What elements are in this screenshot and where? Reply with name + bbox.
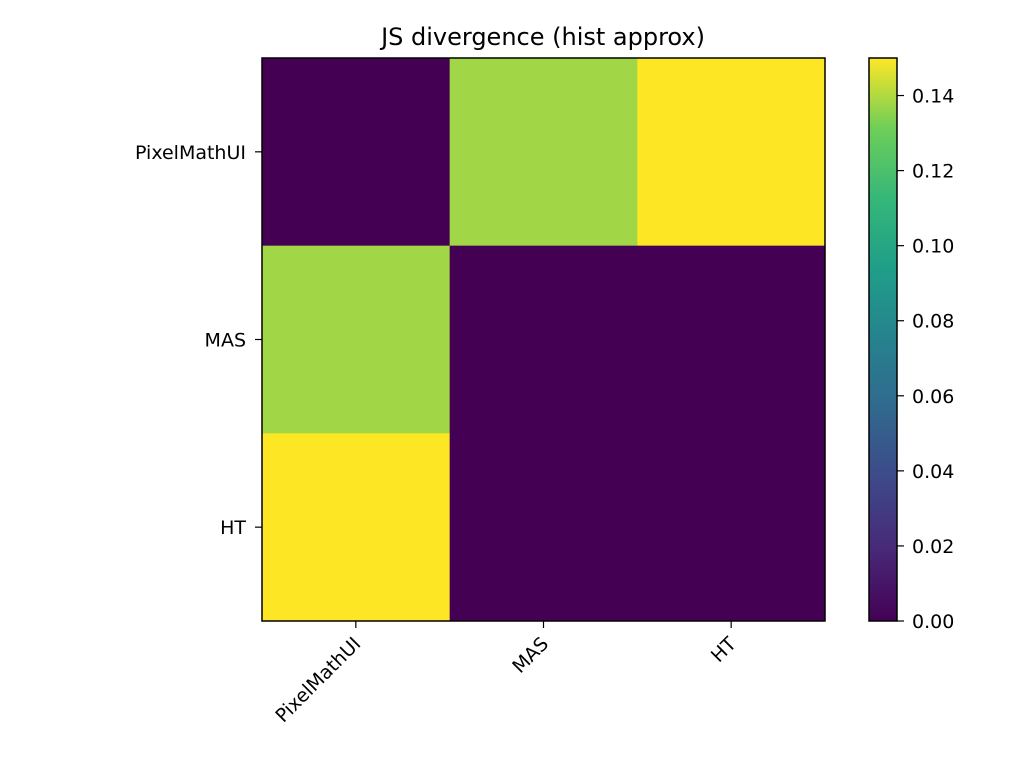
colorbar-tick-label: 0.12 bbox=[912, 161, 954, 183]
x-axis-ticks: PixelMathUI MAS HT bbox=[271, 621, 741, 727]
heatmap-cell-2-0 bbox=[262, 433, 451, 622]
x-tick-label: HT bbox=[707, 633, 741, 667]
x-tick-label: MAS bbox=[508, 633, 553, 678]
heatmap-cell-1-2 bbox=[637, 245, 826, 434]
heatmap-cells bbox=[262, 58, 826, 622]
colorbar-ticks: 0.00 0.02 0.04 0.06 0.08 0.10 0.12 0.14 bbox=[897, 86, 954, 633]
x-tick-label: PixelMathUI bbox=[271, 633, 365, 727]
heatmap-cell-0-1 bbox=[449, 58, 638, 247]
colorbar-tick-label: 0.04 bbox=[912, 461, 954, 483]
colorbar-tick-label: 0.08 bbox=[912, 311, 954, 333]
y-tick-label: HT bbox=[220, 517, 246, 539]
heatmap-cell-1-1 bbox=[449, 245, 638, 434]
chart-title: JS divergence (hist approx) bbox=[379, 23, 705, 51]
colorbar-tick-label: 0.00 bbox=[912, 611, 954, 633]
heatmap-cell-2-2 bbox=[637, 433, 826, 622]
colorbar bbox=[868, 57, 898, 622]
colorbar-tick-label: 0.10 bbox=[912, 236, 954, 258]
heatmap-cell-1-0 bbox=[262, 245, 451, 434]
colorbar-tick-label: 0.06 bbox=[912, 386, 954, 408]
y-tick-label: MAS bbox=[205, 330, 246, 352]
heatmap-cell-2-1 bbox=[449, 433, 638, 622]
y-axis-ticks: PixelMathUI MAS HT bbox=[135, 142, 262, 539]
y-tick-label: PixelMathUI bbox=[135, 142, 246, 164]
colorbar-tick-label: 0.14 bbox=[912, 86, 954, 108]
heatmap-cell-0-0 bbox=[262, 58, 451, 247]
heatmap-cell-0-2 bbox=[637, 58, 826, 247]
colorbar-tick-label: 0.02 bbox=[912, 536, 954, 558]
